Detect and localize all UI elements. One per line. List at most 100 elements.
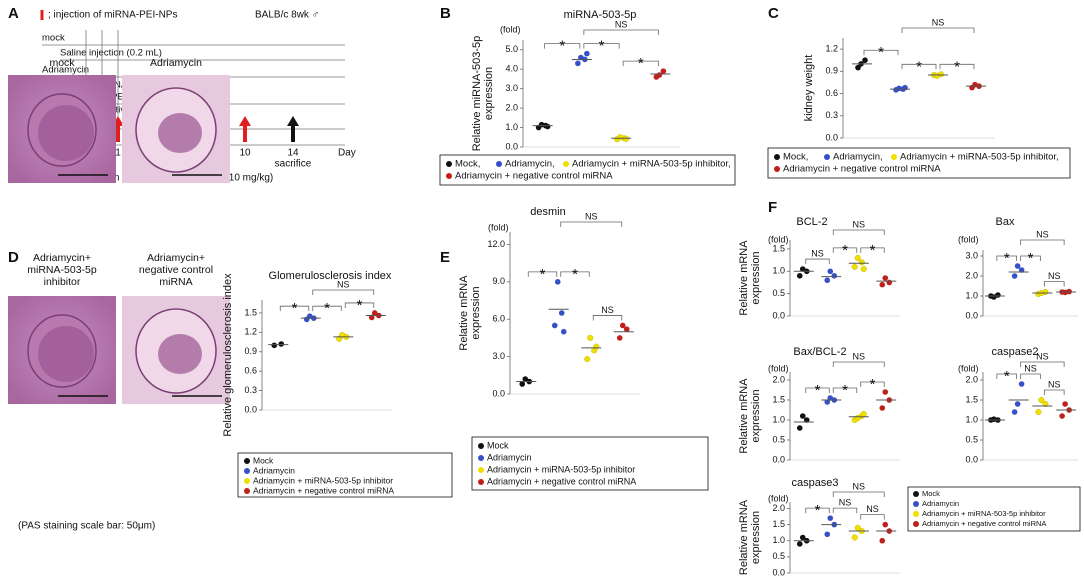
significance-bracket [901, 63, 937, 70]
data-point [858, 259, 865, 266]
significance-bracket [1020, 361, 1065, 367]
significance-bracket [939, 63, 975, 70]
y-axis-label: Relative mRNA [738, 240, 750, 316]
y-tick-label: 3.0 [505, 83, 518, 93]
y-axis-label: expression [750, 389, 762, 442]
significance-label: NS [1024, 363, 1037, 373]
day-axis-label: Day [338, 148, 356, 159]
y-tick-label: 1.5 [772, 394, 785, 404]
histology-label: Adriamycin [150, 57, 202, 69]
legend-marker [824, 154, 830, 160]
data-point [1018, 381, 1025, 387]
unit-label: (fold) [958, 363, 979, 373]
data-point [851, 534, 858, 541]
significance-label: NS [932, 17, 945, 27]
significance-label: NS [337, 279, 350, 289]
histology-label: inhibitor [44, 276, 81, 288]
legend-marker [244, 468, 250, 474]
legend-label: Adriamycin + miRNA-503-5p inhibitor [487, 464, 635, 474]
significance-label: * [954, 58, 960, 75]
legend-label: Adriamycin, [833, 152, 883, 163]
y-tick-label: 1.2 [244, 327, 257, 337]
significance-bracket [832, 229, 885, 235]
significance-bracket [344, 302, 375, 308]
significance-label: NS [601, 305, 614, 315]
legend-label: Adriamycin [487, 452, 532, 462]
panel-letter: C [768, 5, 779, 22]
significance-bracket [560, 221, 623, 227]
legend-box [767, 147, 1071, 179]
panel-letter: B [440, 5, 451, 22]
significance-label: * [870, 242, 876, 259]
data-point [933, 72, 941, 79]
strain-label: BALB/c 8wk ♂ [255, 10, 319, 21]
significance-bracket [996, 255, 1018, 261]
data-point [827, 268, 834, 275]
legend-label: Adriamycin, [505, 159, 555, 170]
data-point [544, 123, 551, 130]
data-point [1038, 396, 1045, 404]
significance-bracket [832, 247, 858, 253]
unit-label: (fold) [958, 234, 979, 244]
data-point [803, 417, 810, 423]
legend-box [471, 436, 709, 491]
y-tick-label: 1.0 [965, 290, 978, 300]
significance-bracket [832, 491, 885, 497]
y-tick-label: 0.9 [244, 346, 257, 356]
significance-bracket [832, 507, 858, 514]
y-tick-label: 0.0 [965, 454, 978, 464]
data-point [371, 310, 378, 316]
day-label: 1 [115, 148, 121, 159]
legend-box [907, 486, 1081, 532]
y-tick-label: 0.6 [244, 366, 257, 376]
y-tick-label: 1.5 [965, 394, 978, 404]
significance-label: NS [852, 219, 865, 229]
y-tick-label: 0.0 [772, 567, 785, 577]
data-point [656, 72, 663, 78]
data-point [882, 275, 889, 281]
legend-label: Adriamycin + miRNA-503-5p inhibitor [253, 475, 393, 485]
significance-label: NS [1048, 379, 1061, 389]
data-point [623, 135, 630, 142]
data-point [854, 524, 861, 531]
data-point [827, 395, 834, 401]
significance-label: * [1028, 250, 1034, 267]
data-point [271, 342, 278, 349]
histology-caption: (PAS staining scale bar: 50μm) [18, 521, 155, 532]
y-tick-label: 2.0 [965, 374, 978, 384]
y-tick-label: 3.0 [492, 351, 505, 361]
legend-label: Adriamycin [922, 499, 959, 508]
legend-label: Mock [487, 440, 509, 450]
significance-label: * [324, 300, 330, 317]
significance-bracket [805, 258, 830, 265]
significance-label: NS [1036, 229, 1049, 239]
significance-bracket [622, 60, 659, 67]
data-point [551, 322, 558, 329]
legend-marker [244, 458, 250, 464]
data-point [575, 60, 581, 67]
group-label: Adriamycin [42, 65, 89, 76]
significance-label: * [1004, 368, 1010, 385]
y-tick-label: 0.0 [772, 310, 785, 320]
data-point [824, 531, 831, 538]
y-axis-label: expression [470, 286, 482, 339]
data-point [824, 399, 831, 405]
chart-title: caspase2 [991, 346, 1038, 358]
legend-label: Adriamycin + miRNA-503-5p inhibitor, [900, 152, 1059, 163]
significance-bracket [805, 387, 830, 393]
y-tick-label: 5.0 [505, 44, 518, 54]
group-label: Saline injection (0.2 mL) [60, 48, 162, 59]
y-tick-label: 0.5 [772, 551, 785, 561]
significance-label: NS [811, 248, 824, 258]
significance-label: * [842, 242, 848, 259]
significance-bracket [1020, 373, 1041, 379]
legend-label: Adriamycin + miRNA-503-5p inhibitor, [572, 159, 731, 170]
y-tick-label: 0.3 [825, 110, 838, 120]
y-axis-label: expression [483, 67, 495, 120]
y-tick-label: 0.0 [505, 141, 518, 151]
day-label: 10 [239, 148, 251, 159]
y-tick-label: 0.0 [772, 454, 785, 464]
significance-bracket [544, 43, 581, 49]
data-point [879, 281, 886, 288]
y-tick-label: 12.0 [487, 239, 505, 249]
